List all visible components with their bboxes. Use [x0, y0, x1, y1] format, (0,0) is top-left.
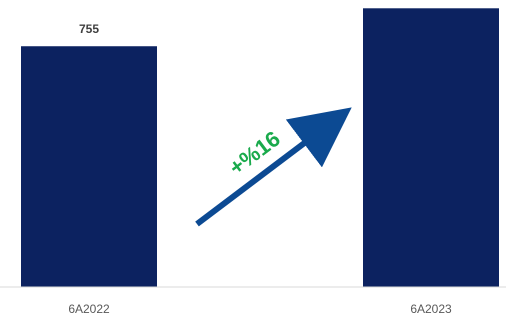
growth-percentage-label: +%16: [224, 126, 284, 180]
value-label-6A2022: 755: [79, 22, 99, 36]
x-tick-label-6A2022: 6A2022: [68, 302, 110, 316]
growth-arrow: [195, 107, 352, 227]
bar-6A2022: [21, 46, 157, 287]
bar-6A2023: [363, 8, 499, 288]
growth-annotation: +%16: [195, 107, 352, 227]
x-tick-label-6A2023: 6A2023: [410, 302, 452, 316]
